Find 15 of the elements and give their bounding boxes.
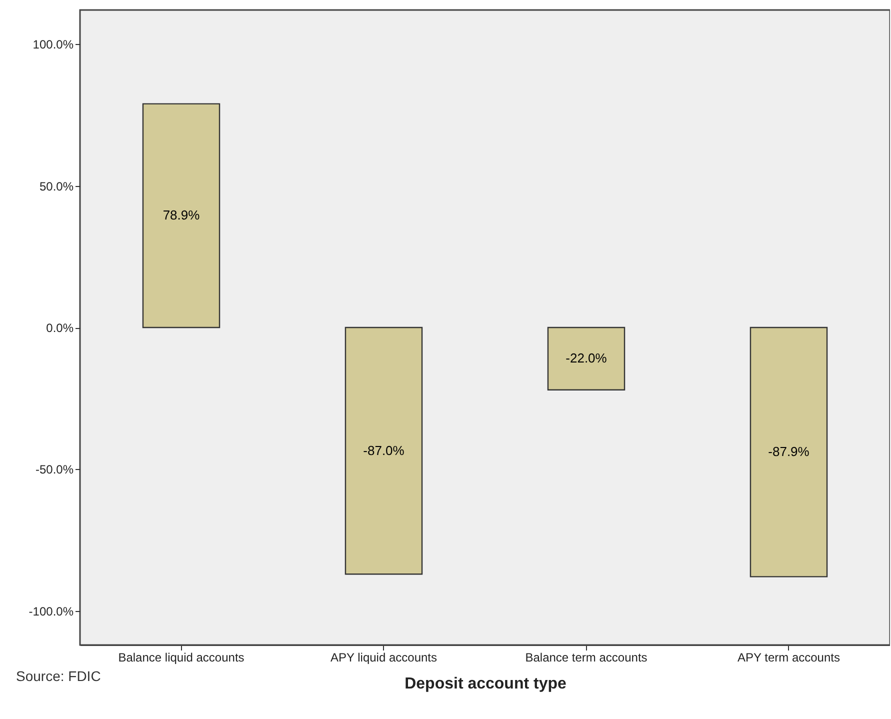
- data-label: -22.0%: [566, 350, 608, 366]
- source-note: Source: FDIC: [16, 668, 101, 684]
- data-label: -87.0%: [363, 442, 405, 458]
- x-tick-label: APY liquid accounts: [330, 650, 438, 664]
- y-tick-label: 0.0%: [46, 321, 74, 335]
- y-tick-label: -50.0%: [35, 462, 74, 477]
- data-label: -87.9%: [768, 444, 810, 460]
- x-tick-label: APY term accounts: [738, 650, 840, 664]
- y-tick-label: -100.0%: [28, 604, 74, 618]
- y-tick-label: 50.0%: [39, 179, 74, 194]
- data-label: 78.9%: [162, 208, 200, 223]
- x-tick-label: Balance liquid accounts: [118, 650, 244, 664]
- y-tick-label: 100.0%: [32, 38, 74, 52]
- x-axis-title: Deposit account type: [404, 676, 566, 692]
- x-tick-label: Balance term accounts: [525, 650, 648, 664]
